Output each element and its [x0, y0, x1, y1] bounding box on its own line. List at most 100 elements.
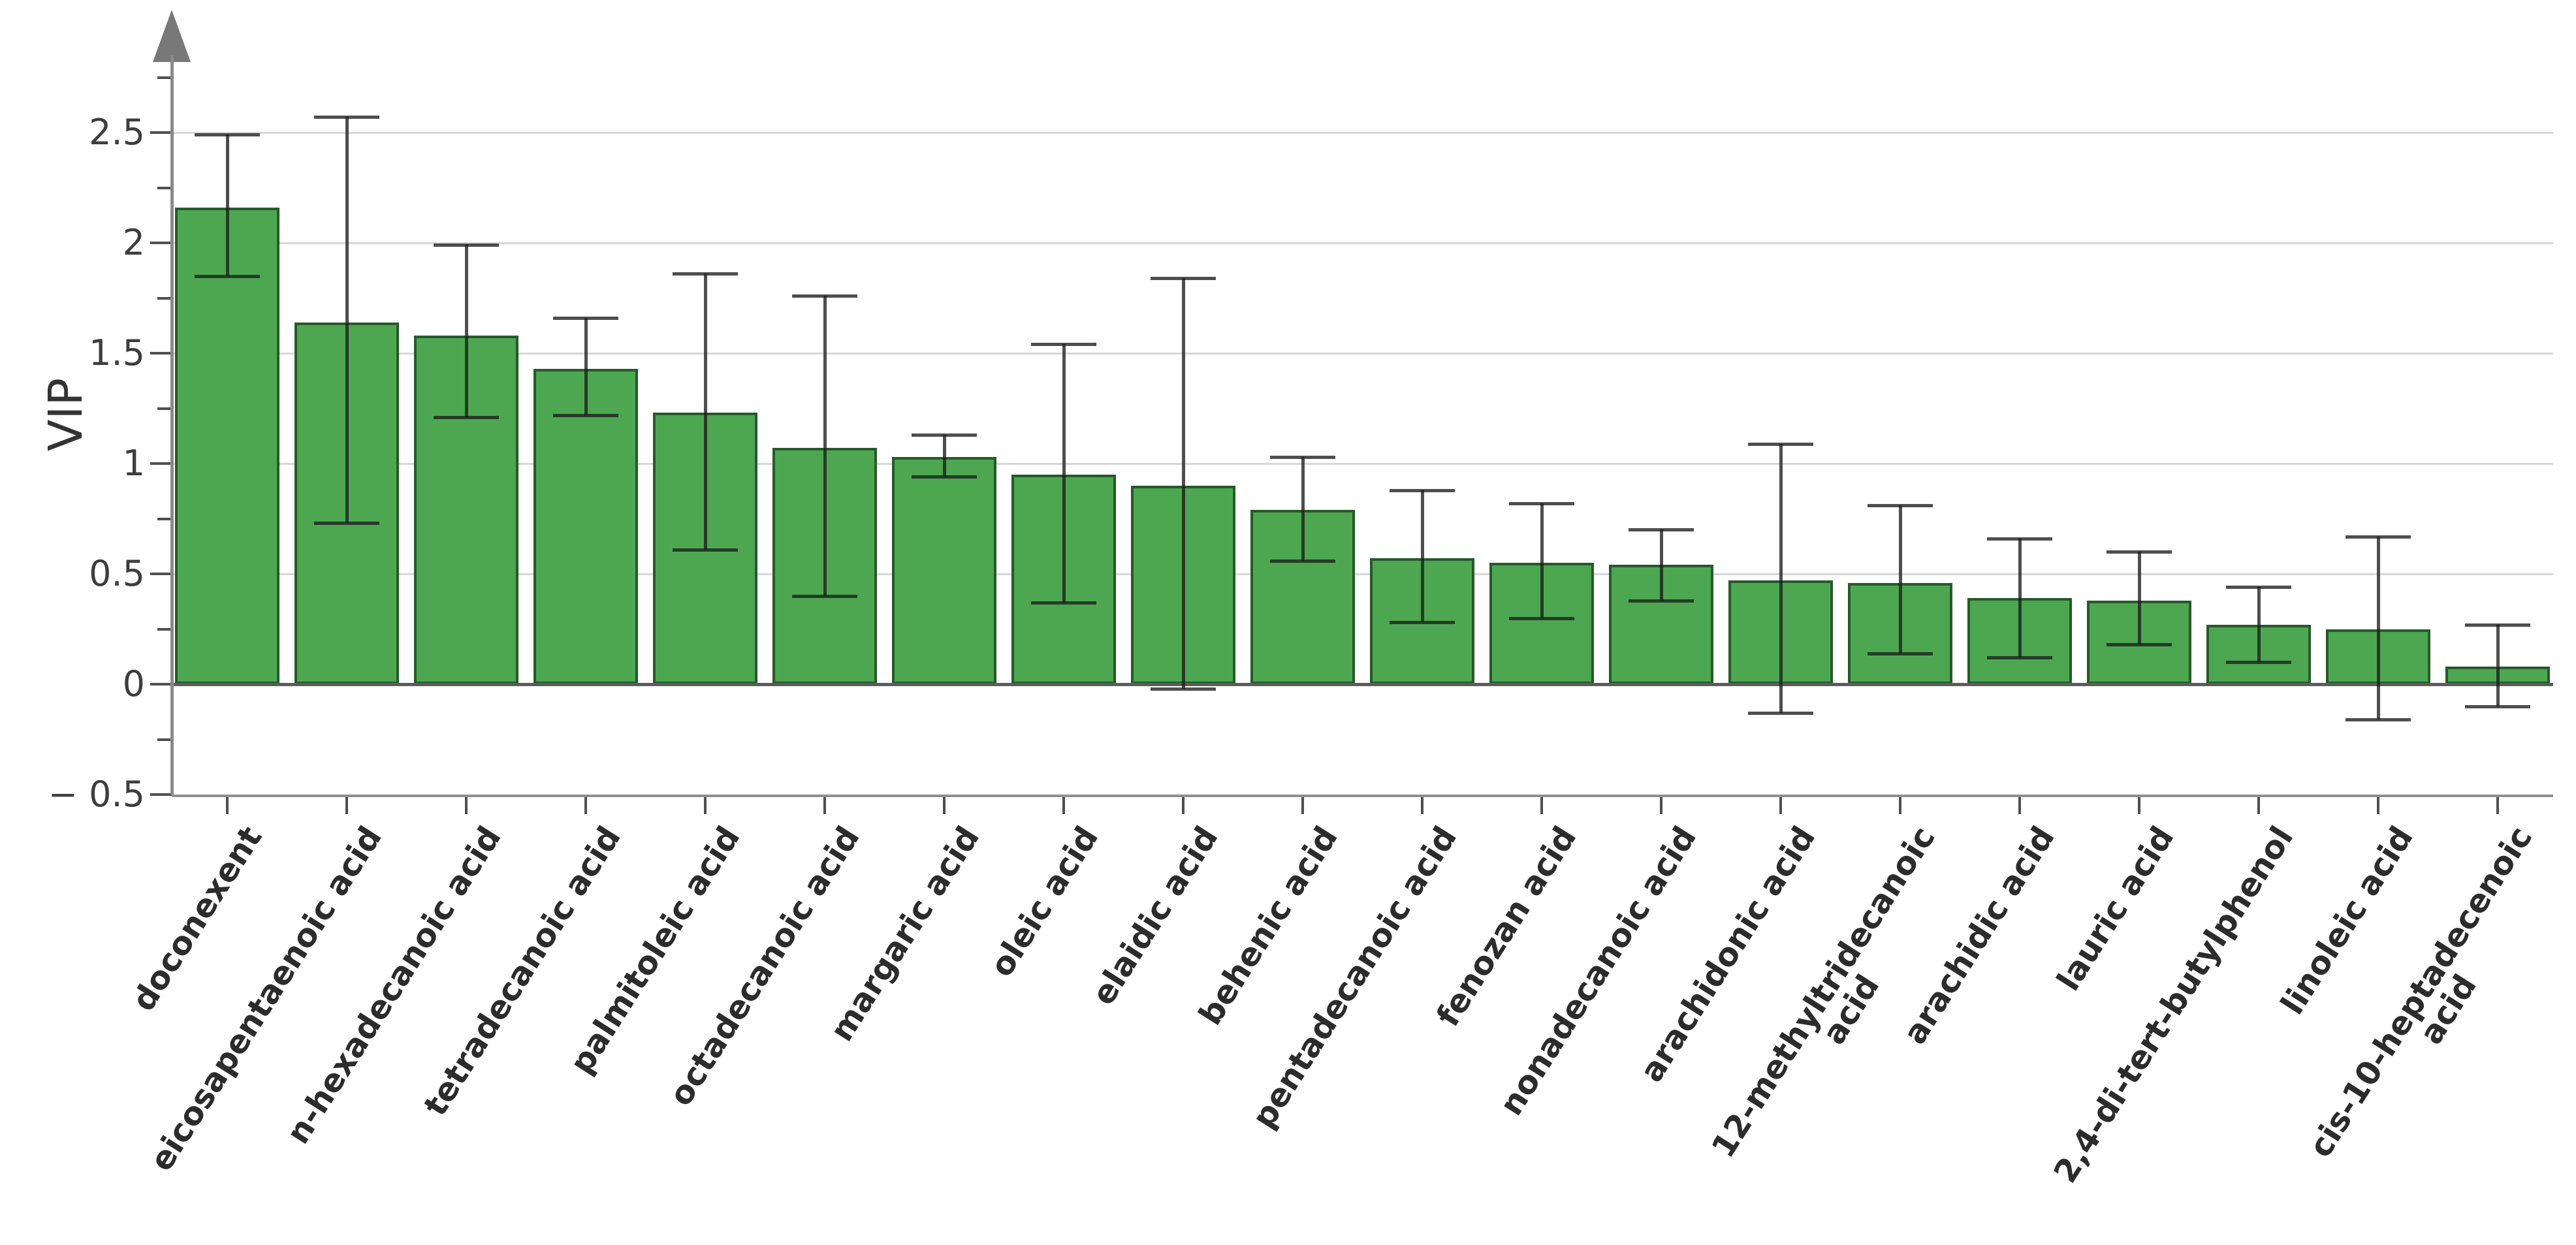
y-axis-major-tick [150, 242, 172, 244]
y-axis-line [170, 55, 174, 795]
y-axis-major-tick [150, 793, 172, 796]
y-axis-major-tick [150, 131, 172, 134]
error-bar-cap-top [195, 133, 260, 137]
x-axis-tick [943, 795, 946, 814]
y-axis-tick-label: 0 [122, 663, 145, 704]
y-axis-major-tick [150, 683, 172, 686]
error-bar-cap-bottom [2107, 643, 2172, 647]
error-bar-cap-top [1987, 537, 2052, 541]
error-bar-line [1182, 278, 1185, 689]
error-bar-cap-bottom [1270, 559, 1335, 563]
y-axis-arrow-icon [153, 10, 191, 62]
x-category-label: doconexent [125, 819, 270, 1018]
error-bar-cap-bottom [1151, 687, 1216, 691]
error-bar-cap-bottom [2226, 661, 2291, 665]
error-bar-cap-top [912, 433, 977, 437]
y-axis-tick-label: 2.5 [89, 112, 145, 153]
error-bar-cap-top [553, 316, 618, 320]
x-axis-tick [1899, 795, 1901, 814]
y-axis-tick-label: − 0.5 [48, 774, 145, 815]
x-axis-tick [584, 795, 587, 814]
y-axis-tick-label: 1.5 [89, 332, 145, 373]
gridline [172, 463, 2553, 465]
y-axis-minor-tick [157, 517, 172, 520]
y-axis-minor-tick [157, 738, 172, 741]
error-bar-cap-top [1509, 501, 1574, 505]
y-axis-tick-label: 0.5 [89, 553, 145, 594]
x-axis-tick [2257, 795, 2260, 814]
error-bar-cap-bottom [2345, 718, 2411, 722]
x-axis-tick [1660, 795, 1662, 814]
bar [175, 207, 279, 684]
x-axis-tick [2018, 795, 2021, 814]
error-bar-line [1779, 443, 1783, 713]
error-bar-cap-bottom [434, 416, 499, 420]
x-axis-tick [1062, 795, 1065, 814]
error-bar-line [345, 117, 349, 524]
error-bar-line [2138, 552, 2141, 645]
x-axis-tick [2496, 795, 2499, 814]
y-axis-minor-tick [157, 627, 172, 631]
x-axis-line [172, 795, 2553, 797]
error-bar-cap-top [1270, 455, 1335, 459]
error-bar-line [226, 134, 229, 276]
y-axis-title: VIP [38, 377, 93, 452]
error-bar-cap-bottom [2465, 704, 2530, 708]
x-category-label: 2,4-di-tert-butylphenol [2046, 819, 2301, 1190]
x-category-label: eicosapentaenoic acid [142, 819, 389, 1178]
zero-baseline [172, 683, 2553, 686]
error-bar-cap-top [1748, 442, 1813, 446]
y-axis-minor-tick [157, 76, 172, 79]
error-bar-cap-top [792, 294, 857, 298]
error-bar-cap-top [2226, 586, 2291, 590]
error-bar-line [943, 435, 946, 477]
error-bar-cap-top [1031, 343, 1096, 347]
error-bar-cap-bottom [1868, 652, 1933, 655]
error-bar-line [2257, 587, 2261, 663]
error-bar-line [2018, 538, 2022, 658]
y-axis-minor-tick [157, 296, 172, 300]
error-bar-cap-top [2107, 550, 2172, 554]
error-bar-cap-bottom [553, 413, 618, 417]
error-bar-cap-bottom [314, 522, 379, 526]
error-bar-cap-top [1629, 528, 1694, 532]
x-axis-tick [1540, 795, 1543, 814]
y-axis-major-tick [150, 352, 172, 355]
error-bar-line [823, 296, 827, 596]
x-axis-tick [2377, 795, 2379, 814]
error-bar-cap-top [434, 244, 499, 247]
error-bar-cap-top [1868, 504, 1933, 508]
error-bar-cap-bottom [1748, 711, 1813, 715]
y-axis-major-tick [150, 462, 172, 465]
x-axis-tick [345, 795, 348, 814]
error-bar-cap-top [2345, 535, 2411, 539]
error-bar-cap-top [2465, 623, 2530, 627]
x-axis-tick [1301, 795, 1304, 814]
error-bar-line [1660, 529, 1663, 601]
error-bar-cap-top [1390, 488, 1455, 492]
x-category-label: oleic acid [983, 819, 1106, 984]
x-category-label: cis-10-heptadecenoic acid [2302, 819, 2540, 1164]
error-bar-cap-bottom [1509, 616, 1574, 620]
y-axis-minor-tick [157, 186, 172, 189]
x-category-label: linoleic acid [2273, 819, 2421, 1022]
error-bar-cap-bottom [1031, 601, 1096, 605]
error-bar-cap-bottom [1987, 656, 2052, 660]
x-axis-tick [823, 795, 826, 814]
gridline [172, 353, 2553, 355]
error-bar-line [1062, 344, 1066, 603]
x-axis-tick [465, 795, 468, 814]
x-axis-tick [1421, 795, 1423, 814]
bar [533, 368, 638, 684]
x-axis-tick [1182, 795, 1185, 814]
error-bar-line [1540, 503, 1544, 618]
error-bar-cap-top [673, 272, 738, 276]
error-bar-line [2496, 624, 2500, 706]
y-axis-major-tick [150, 573, 172, 575]
error-bar-cap-bottom [912, 475, 977, 479]
x-category-label: elaidic acid [1085, 819, 1226, 1012]
y-axis-tick-label: 1 [122, 443, 145, 484]
error-bar-cap-top [1151, 277, 1216, 281]
bar [892, 456, 996, 684]
